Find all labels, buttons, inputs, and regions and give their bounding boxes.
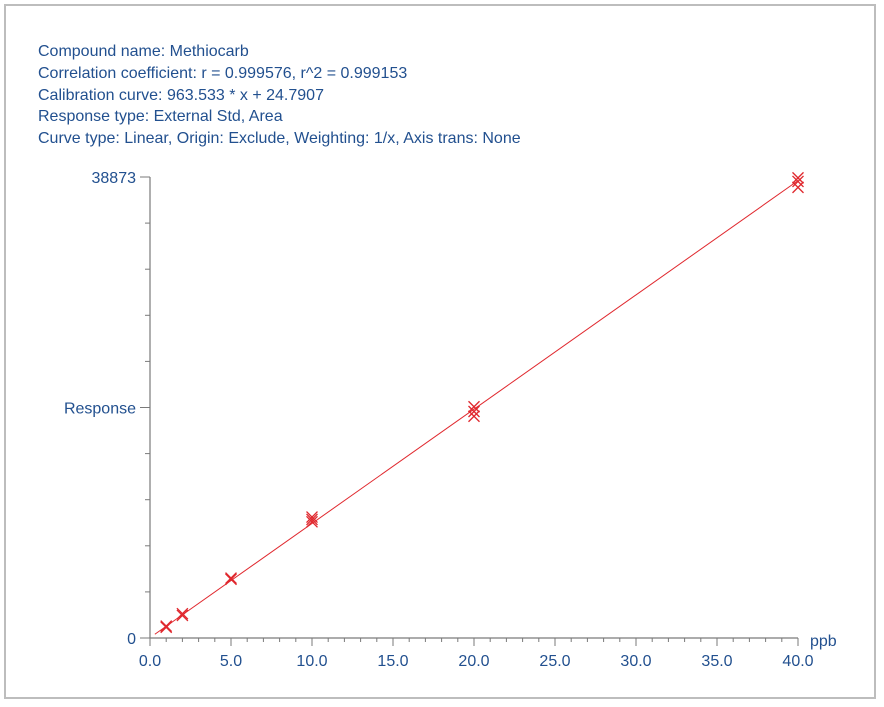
y-tick-label: 38873 [92, 170, 137, 187]
data-point [468, 410, 480, 423]
x-tick-label: 5.0 [220, 653, 242, 670]
x-tick-label: 40.0 [782, 653, 813, 670]
data-point [468, 400, 480, 413]
data-point-stroke [176, 607, 189, 620]
data-point [225, 573, 237, 586]
data-point-stroke [792, 171, 804, 184]
data-point [176, 609, 189, 622]
data-point [306, 513, 318, 526]
fit-line-group [154, 180, 799, 635]
data-points [160, 171, 804, 634]
axis-ticks [140, 176, 799, 646]
axis-labels: 0.0 5.0 10.0 15.0 20.0 25.0 30.0 35.0 40.0 0 38873… [64, 170, 837, 670]
x-tick-label: 35.0 [701, 653, 732, 670]
x-tick-label: 15.0 [377, 653, 408, 670]
chart-frame [4, 4, 876, 699]
data-point [792, 181, 804, 194]
data-point-stroke [792, 175, 804, 188]
x-axis-title: ppb [810, 633, 837, 650]
data-point-stroke [225, 572, 237, 585]
y-axis-title: Response [64, 401, 136, 418]
x-tick-label: 10.0 [296, 653, 327, 670]
fit-line [154, 180, 799, 635]
x-tick-label: 25.0 [539, 653, 570, 670]
response-type: Response type: External Std, Area [38, 108, 283, 126]
data-point-stroke [306, 511, 318, 523]
data-point [306, 511, 318, 523]
x-tick-label: 30.0 [620, 653, 651, 670]
x-tick-label: 20.0 [458, 653, 489, 670]
data-point-stroke [468, 405, 480, 418]
data-point [176, 607, 189, 620]
data-point-stroke [306, 515, 318, 528]
data-point-stroke [225, 573, 237, 586]
data-point-stroke [306, 513, 318, 526]
curve-type: Curve type: Linear, Origin: Exclude, Wei… [38, 130, 521, 148]
data-point [225, 572, 237, 585]
data-point [792, 175, 804, 188]
data-point-stroke [176, 609, 189, 622]
correlation-coefficient: Correlation coefficient: r = 0.999576, r… [38, 64, 408, 82]
data-point [468, 405, 480, 418]
data-point [160, 620, 173, 633]
data-point-stroke [468, 410, 480, 423]
data-point-stroke [160, 621, 173, 634]
data-point-stroke [468, 400, 480, 413]
data-point-stroke [792, 181, 804, 194]
y-tick-label: 0 [127, 631, 136, 648]
data-point [306, 515, 318, 528]
data-point-stroke [160, 620, 173, 633]
data-point [792, 171, 804, 184]
data-point [160, 621, 173, 634]
compound-name: Compound name: Methiocarb [38, 43, 249, 60]
x-tick-label: 0.0 [139, 653, 161, 670]
chart-header: Compound name: Methiocarb Correlation co… [38, 41, 521, 150]
calibration-curve: Calibration curve: 963.533 * x + 24.7907 [38, 86, 324, 104]
